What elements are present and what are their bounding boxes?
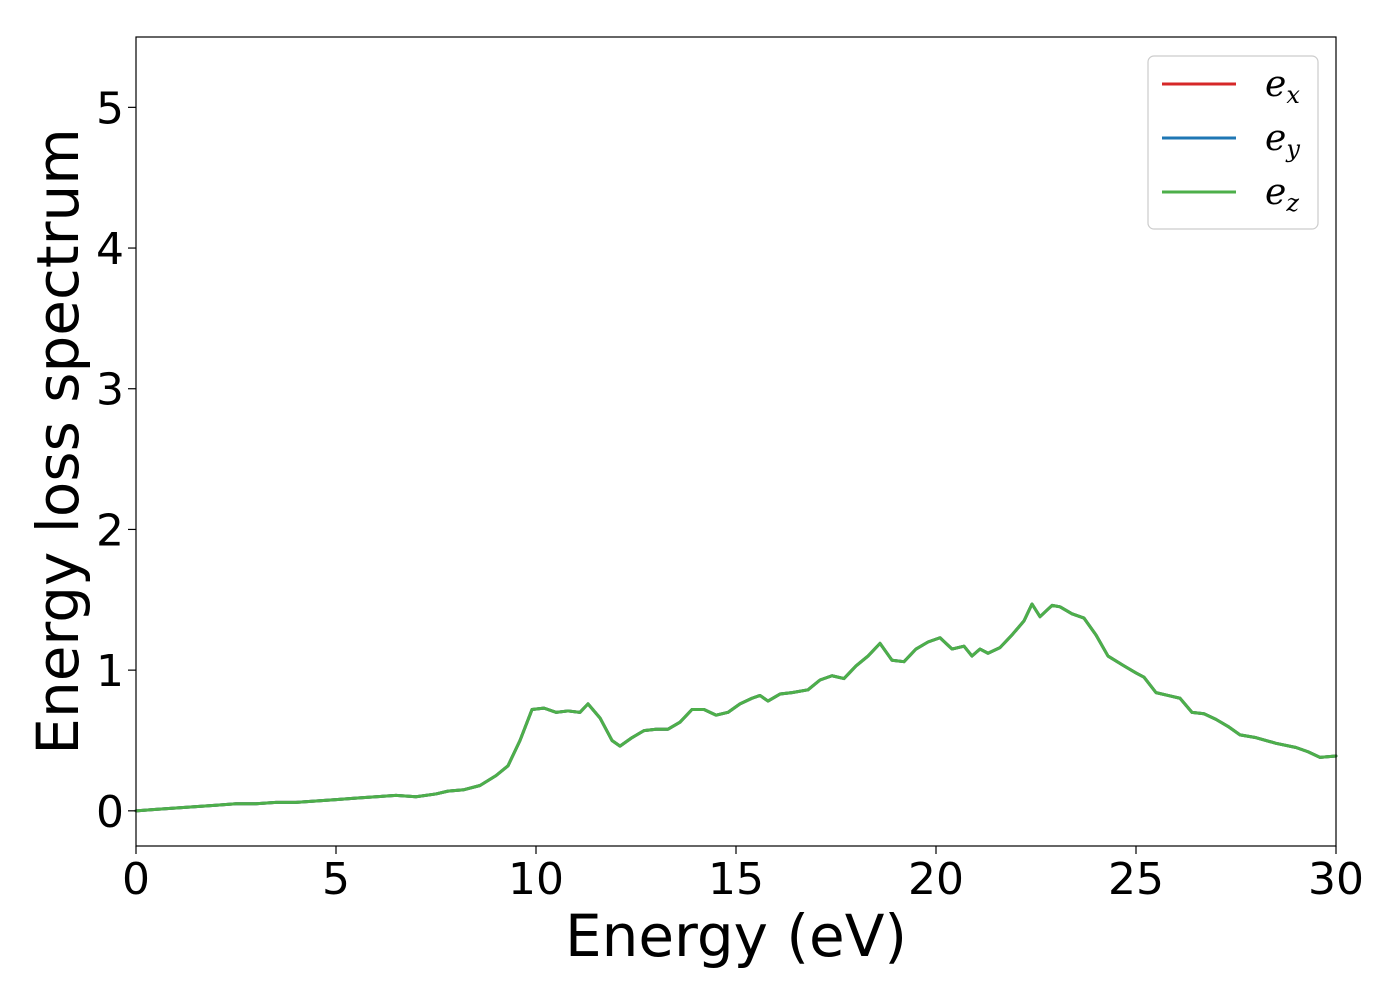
legend-label-x: ex bbox=[1265, 64, 1300, 109]
y-axis-ticks: 0 1 2 3 4 5 bbox=[96, 83, 136, 838]
x-tick-label: 30 bbox=[1308, 854, 1364, 905]
legend-label-z: ez bbox=[1265, 172, 1299, 217]
y-tick-label: 3 bbox=[96, 365, 124, 416]
x-axis-label: Energy (eV) bbox=[565, 902, 907, 970]
legend-label-y: ey bbox=[1265, 118, 1300, 163]
legend: ex ey ez bbox=[1147, 55, 1319, 230]
series-layer bbox=[134, 602, 1338, 813]
y-tick-label: 5 bbox=[96, 83, 124, 134]
x-tick-label: 10 bbox=[508, 854, 564, 905]
legend-box bbox=[1147, 55, 1319, 230]
x-axis-ticks: 0 5 10 15 20 25 30 bbox=[122, 846, 1364, 905]
x-tick-label: 0 bbox=[122, 854, 150, 905]
series-line-z bbox=[134, 602, 1338, 813]
x-tick-label: 5 bbox=[322, 854, 350, 905]
y-tick-label: 4 bbox=[96, 224, 124, 275]
y-tick-label: 0 bbox=[96, 787, 124, 838]
x-tick-label: 25 bbox=[1108, 854, 1164, 905]
x-tick-label: 20 bbox=[908, 854, 964, 905]
x-tick-label: 15 bbox=[708, 854, 764, 905]
y-tick-label: 2 bbox=[96, 505, 124, 556]
y-tick-label: 1 bbox=[96, 646, 124, 697]
y-axis-label: Energy loss spectrum bbox=[24, 128, 92, 754]
